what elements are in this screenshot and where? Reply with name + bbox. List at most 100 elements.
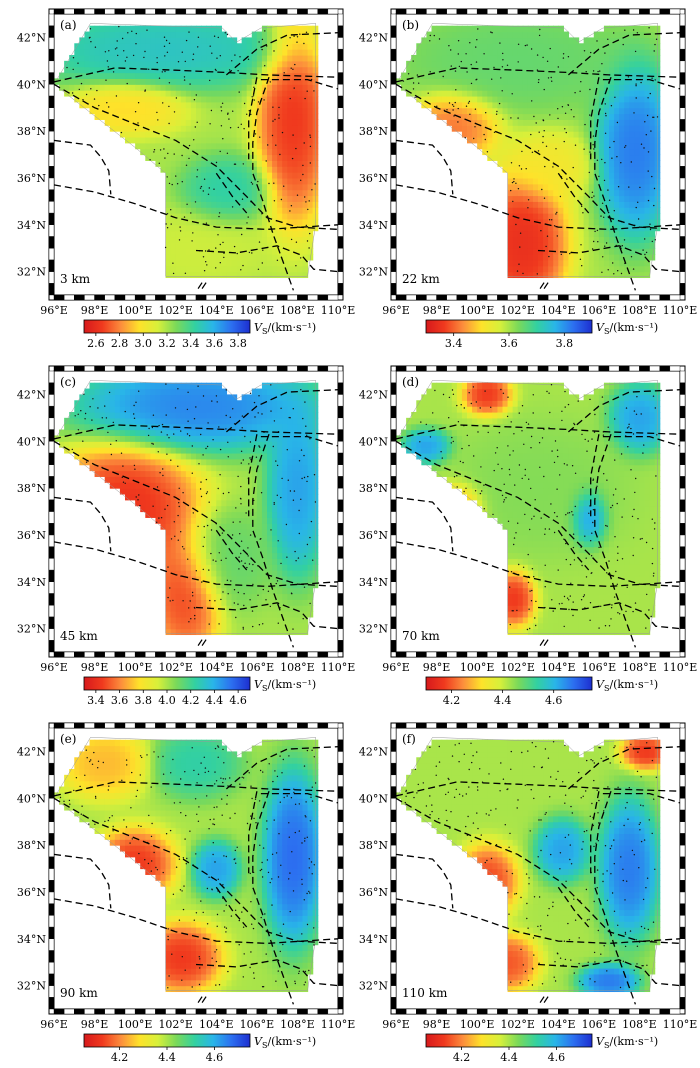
lat-tick-label: 36°N: [359, 886, 388, 899]
colorbar-tick-label: 3.4: [182, 337, 200, 350]
lon-tick-label: 102°E: [500, 304, 535, 317]
lon-tick-label: 96°E: [40, 661, 68, 674]
lon-tick-label: 98°E: [423, 304, 451, 317]
depth-label: 110 km: [402, 986, 448, 1000]
velocity-field: [54, 383, 318, 635]
lon-tick-label: 108°E: [280, 304, 315, 317]
lon-tick-label: 104°E: [541, 1018, 576, 1031]
lon-tick-label: 110°E: [321, 661, 356, 674]
depth-label: 3 km: [60, 272, 91, 286]
lon-tick-label: 108°E: [280, 661, 315, 674]
lon-tick-label: 100°E: [118, 304, 153, 317]
lon-tick-label: 98°E: [423, 1018, 451, 1031]
lat-tick-label: 40°N: [17, 435, 46, 448]
lon-tick-label: 102°E: [158, 304, 193, 317]
lon-tick-label: 96°E: [382, 661, 410, 674]
lat-tick-label: 40°N: [359, 78, 388, 91]
colorbar-tick-label: 4.6: [548, 1051, 566, 1064]
lon-tick-label: 106°E: [240, 304, 275, 317]
colorbar-unit: VS/(km·s⁻¹): [254, 678, 316, 693]
velocity-field: [396, 740, 660, 992]
lon-tick-label: 108°E: [280, 1018, 315, 1031]
lon-tick-label: 96°E: [40, 1018, 68, 1031]
colorbar-tick-label: 4.4: [206, 694, 224, 707]
lon-tick-label: 108°E: [622, 1018, 657, 1031]
colorbar-tick-label: 4.2: [111, 1051, 129, 1064]
lat-tick-label: 40°N: [17, 78, 46, 91]
colorbar-unit: VS/(km·s⁻¹): [596, 1035, 658, 1050]
lon-tick-label: 106°E: [240, 1018, 275, 1031]
lat-tick-label: 42°N: [359, 31, 388, 44]
lat-tick-label: 40°N: [359, 435, 388, 448]
lon-tick-label: 108°E: [622, 304, 657, 317]
lon-tick-label: 106°E: [240, 661, 275, 674]
lon-tick-label: 108°E: [622, 661, 657, 674]
colorbar-tick-label: 4.4: [494, 694, 512, 707]
lon-tick-label: 102°E: [158, 1018, 193, 1031]
lon-tick-label: 98°E: [81, 661, 109, 674]
colorbar-tick-label: 3.6: [111, 694, 129, 707]
lon-tick-label: 96°E: [382, 1018, 410, 1031]
depth-label: 45 km: [60, 629, 98, 643]
lon-tick-label: 110°E: [321, 304, 356, 317]
lon-tick-label: 104°E: [541, 304, 576, 317]
colorbar-unit: VS/(km·s⁻¹): [596, 678, 658, 693]
colorbar-tick-label: 3.0: [135, 337, 153, 350]
lat-tick-label: 38°N: [17, 125, 46, 138]
lat-tick-label: 38°N: [17, 482, 46, 495]
lat-tick-label: 40°N: [17, 792, 46, 805]
colorbar-tick-label: 4.4: [158, 1051, 176, 1064]
colorbar-tick-label: 4.4: [500, 1051, 518, 1064]
colorbar-tick-label: 3.2: [158, 337, 176, 350]
colorbar-unit: VS/(km·s⁻¹): [596, 321, 658, 336]
lon-tick-label: 100°E: [460, 304, 495, 317]
lat-tick-label: 42°N: [359, 388, 388, 401]
lon-tick-label: 104°E: [199, 304, 234, 317]
lon-tick-label: 96°E: [40, 304, 68, 317]
lat-tick-label: 42°N: [17, 745, 46, 758]
lat-tick-label: 32°N: [359, 623, 388, 636]
panel-label: (d): [402, 375, 419, 389]
colorbar-tick-label: 4.0: [158, 694, 176, 707]
colorbar-unit: VS/(km·s⁻¹): [254, 321, 316, 336]
colorbar: 4.2 4.4 4.6 VS/(km·s⁻¹): [426, 1034, 658, 1064]
lat-tick-label: 34°N: [359, 219, 388, 232]
lat-tick-label: 42°N: [359, 745, 388, 758]
lon-tick-label: 104°E: [541, 661, 576, 674]
lat-tick-label: 36°N: [359, 172, 388, 185]
break-marker: [198, 640, 206, 646]
lat-tick-label: 38°N: [17, 839, 46, 852]
lon-tick-label: 110°E: [321, 1018, 356, 1031]
lat-tick-label: 36°N: [17, 529, 46, 542]
lat-tick-label: 32°N: [359, 980, 388, 993]
lon-tick-label: 102°E: [158, 661, 193, 674]
lon-tick-label: 100°E: [118, 661, 153, 674]
lat-tick-label: 36°N: [17, 172, 46, 185]
lon-tick-label: 100°E: [118, 1018, 153, 1031]
depth-label: 70 km: [402, 629, 440, 643]
colorbar-tick-label: 4.2: [182, 694, 200, 707]
lon-tick-label: 98°E: [81, 304, 109, 317]
panel-label: (b): [402, 18, 419, 32]
colorbar-tick-label: 4.2: [453, 1051, 471, 1064]
lat-tick-label: 34°N: [359, 576, 388, 589]
lon-tick-label: 106°E: [582, 661, 617, 674]
velocity-field: [396, 383, 660, 635]
lon-tick-label: 104°E: [199, 661, 234, 674]
lat-tick-label: 38°N: [359, 482, 388, 495]
colorbar-tick-label: 4.6: [206, 1051, 224, 1064]
colorbar-tick-label: 2.6: [87, 337, 105, 350]
lon-tick-label: 96°E: [382, 304, 410, 317]
velocity-field: [54, 740, 318, 992]
lon-tick-label: 106°E: [582, 1018, 617, 1031]
colorbar-tick-label: 2.8: [111, 337, 129, 350]
lon-tick-label: 102°E: [500, 1018, 535, 1031]
colorbar-tick-label: 4.6: [229, 694, 247, 707]
lat-tick-label: 32°N: [17, 980, 46, 993]
